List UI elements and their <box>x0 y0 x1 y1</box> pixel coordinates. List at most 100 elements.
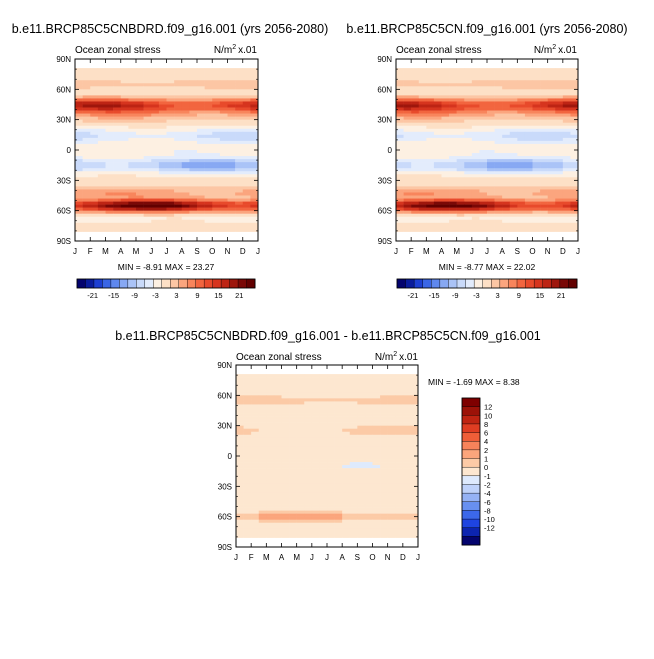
field-cell <box>396 71 404 75</box>
x-tick-label: M <box>102 247 109 256</box>
field-cell <box>189 86 198 90</box>
field-cell <box>105 122 114 127</box>
field-cell <box>250 92 259 96</box>
field-cell <box>502 95 511 99</box>
field-cell <box>456 231 465 236</box>
field-cell <box>396 104 404 108</box>
field-cell <box>410 368 419 372</box>
field-cell <box>197 101 205 105</box>
field-cell <box>449 171 457 175</box>
field-cell <box>219 192 228 196</box>
field-cell <box>136 89 144 93</box>
field-cell <box>411 183 420 187</box>
field-cell <box>75 140 83 145</box>
field-cell <box>487 119 495 123</box>
field-cell <box>120 192 129 196</box>
field-cell <box>418 219 427 224</box>
field-cell <box>151 104 160 108</box>
field-cell <box>426 62 435 66</box>
field-cell <box>304 449 313 454</box>
field-cell <box>189 65 198 69</box>
field-cell <box>433 174 442 178</box>
field-cell <box>364 525 373 530</box>
field-cell <box>532 131 541 136</box>
panel-1-title: b.e11.BRCP85C5CNBDRD.f09_g16.001 (yrs 20… <box>12 22 329 36</box>
field-cell <box>410 431 419 436</box>
field-cell <box>380 495 388 499</box>
field-cell <box>75 177 83 181</box>
field-cell <box>113 171 122 175</box>
field-cell <box>502 207 511 211</box>
field-cell <box>540 101 548 105</box>
field-cell <box>555 104 564 108</box>
field-cell <box>494 210 503 214</box>
field-cell <box>204 140 213 145</box>
field-cell <box>289 498 297 502</box>
field-cell <box>540 201 548 205</box>
field-cell <box>189 107 198 111</box>
field-cell <box>319 486 328 490</box>
field-cell <box>105 86 114 90</box>
field-cell <box>517 122 526 127</box>
field-cell <box>349 540 358 545</box>
field-cell <box>243 431 252 436</box>
field-cell <box>251 434 260 439</box>
field-cell <box>236 404 244 408</box>
field-cell <box>97 234 106 239</box>
field-cell <box>258 434 267 439</box>
field-cell <box>456 189 465 193</box>
field-cell <box>372 489 381 493</box>
field-cell <box>212 171 221 175</box>
field-cell <box>532 107 541 111</box>
field-cell <box>441 213 450 218</box>
field-cell <box>136 71 144 75</box>
field-cell <box>334 446 343 451</box>
field-cell <box>411 68 420 72</box>
field-cell <box>75 222 83 227</box>
field-cell <box>471 171 480 175</box>
field-cell <box>273 452 282 457</box>
field-cell <box>418 59 427 63</box>
field-cell <box>113 92 122 96</box>
field-cell <box>236 474 244 478</box>
field-cell <box>212 192 221 196</box>
field-cell <box>82 68 91 72</box>
field-cell <box>494 231 503 236</box>
field-cell <box>158 143 167 148</box>
field-cell <box>502 77 511 81</box>
field-cell <box>90 204 99 208</box>
field-cell <box>555 198 564 202</box>
field-cell <box>319 489 328 493</box>
field-cell <box>411 213 420 218</box>
field-cell <box>296 425 305 429</box>
field-cell <box>380 477 388 481</box>
field-cell <box>204 150 213 154</box>
field-cell <box>562 71 571 75</box>
field-cell <box>479 186 488 190</box>
field-cell <box>555 159 564 163</box>
field-cell <box>251 468 260 472</box>
x-tick-label: D <box>560 247 566 256</box>
field-cell <box>562 222 571 227</box>
field-cell <box>570 237 579 242</box>
field-cell <box>212 80 221 84</box>
field-cell <box>136 140 144 145</box>
field-cell <box>418 89 427 93</box>
field-cell <box>342 443 351 448</box>
field-cell <box>479 89 488 93</box>
field-cell <box>426 134 435 139</box>
field-cell <box>380 540 388 545</box>
field-cell <box>327 504 335 508</box>
field-cell <box>372 510 381 514</box>
field-cell <box>82 137 91 142</box>
field-cell <box>395 407 404 411</box>
x-tick-label: D <box>400 553 406 562</box>
field-cell <box>296 519 305 524</box>
field-cell <box>464 116 473 120</box>
field-cell <box>411 104 420 108</box>
field-cell <box>90 213 99 218</box>
field-cell <box>120 77 129 81</box>
field-cell <box>166 183 175 187</box>
field-cell <box>555 77 564 81</box>
field-cell <box>281 480 290 484</box>
